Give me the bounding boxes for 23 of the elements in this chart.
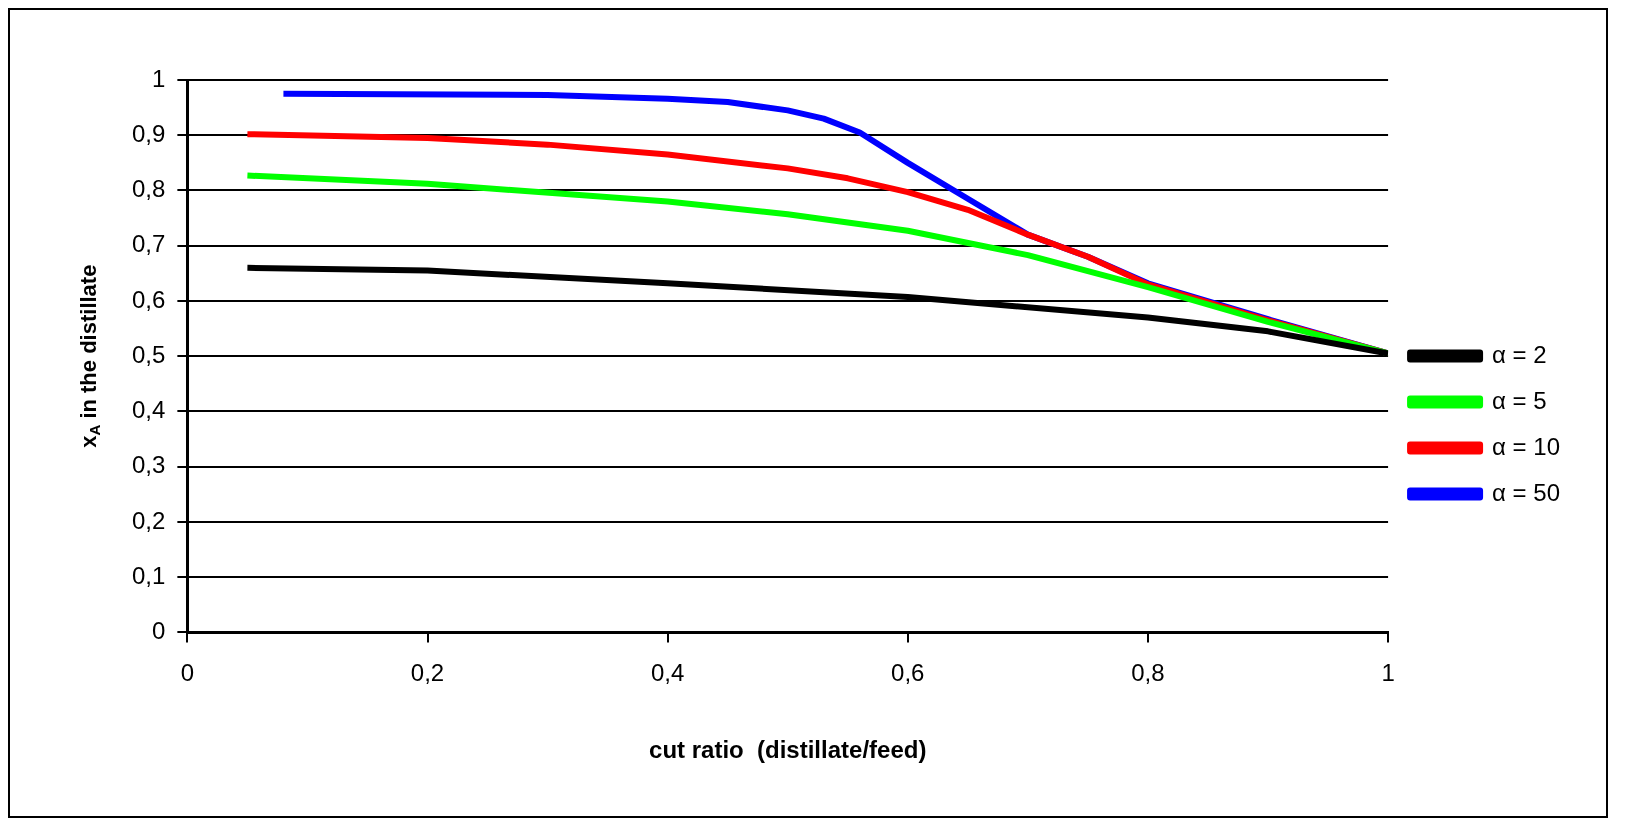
y-tick-label: 0,6: [131, 285, 166, 313]
x-tick-label: 0,2: [410, 659, 445, 687]
legend-label: α = 5: [1492, 386, 1547, 414]
x-axis-title: cut ratio (distillate/feed): [649, 736, 927, 764]
y-tick-label: 0: [152, 617, 166, 645]
y-tick-label: 0,8: [131, 175, 166, 203]
legend-label: α = 10: [1492, 432, 1560, 460]
y-tick-label: 0,1: [131, 561, 166, 589]
y-tick-label: 0,4: [131, 396, 166, 424]
y-tick-label: 0,5: [131, 340, 166, 368]
x-tick-label: 0,6: [891, 659, 925, 687]
y-tick-label: 0,9: [131, 119, 166, 147]
x-tick-label: 0,4: [650, 659, 685, 687]
legend-label: α = 2: [1492, 340, 1547, 368]
legend-label: α = 50: [1492, 478, 1560, 506]
y-tick-label: 0,3: [131, 451, 166, 479]
x-tick-label: 0,8: [1131, 659, 1165, 687]
y-tick-label: 0,7: [131, 230, 166, 258]
y-axis-title: xA in the distillate: [76, 264, 104, 448]
x-tick-label: 0: [180, 659, 195, 687]
y-tick-label: 0,2: [131, 506, 166, 534]
x-tick-label: 1: [1381, 659, 1395, 687]
y-tick-label: 1: [152, 64, 166, 92]
